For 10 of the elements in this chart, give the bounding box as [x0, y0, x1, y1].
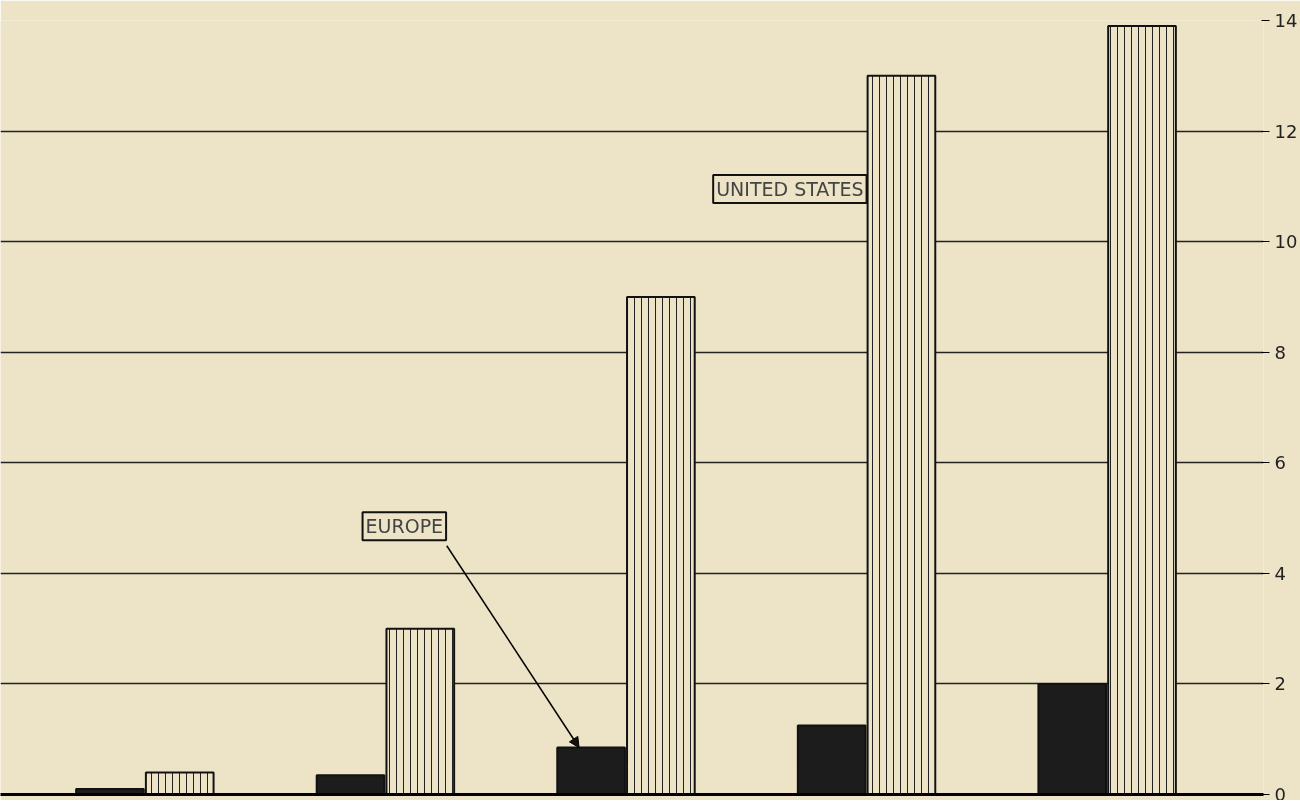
y-tick-label: 6: [1274, 452, 1286, 474]
y-tick-label: 14: [1274, 10, 1298, 31]
y-tick-label: 12: [1274, 120, 1298, 142]
y-tick-label: 4: [1274, 562, 1286, 584]
y-tick-label: 2: [1274, 673, 1286, 695]
y-tick-label: 10: [1274, 231, 1298, 253]
text: EUROPE: [365, 515, 444, 538]
y-tick-label: 0: [1274, 783, 1286, 805]
y-tick-label: 8: [1274, 341, 1286, 363]
series-label: UNITED STATES: [716, 177, 864, 200]
